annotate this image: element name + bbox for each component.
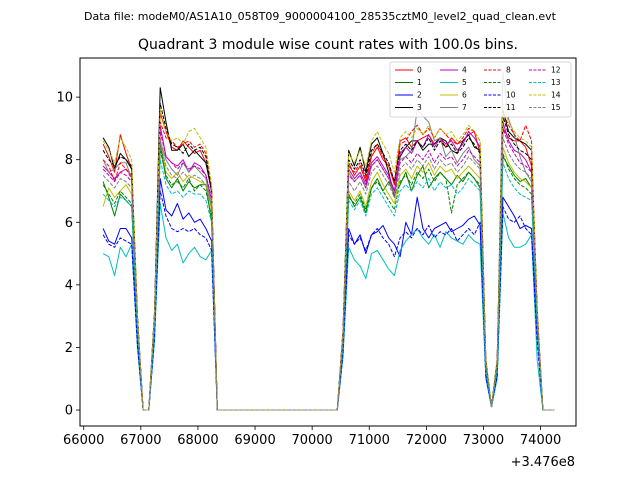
legend-label-7: 7 xyxy=(462,103,467,112)
legend-label-15: 15 xyxy=(551,103,561,112)
legend-label-12: 12 xyxy=(551,66,561,75)
y-tick-label: 8 xyxy=(65,153,73,168)
series-line-13 xyxy=(102,159,555,411)
y-tick-label: 0 xyxy=(65,404,73,419)
x-tick-label: 72000 xyxy=(406,433,447,448)
legend-box xyxy=(389,61,572,118)
x-tick-label: 73000 xyxy=(463,433,504,448)
x-tick-label: 70000 xyxy=(291,433,332,448)
series-group xyxy=(102,71,555,411)
legend-label-0: 0 xyxy=(417,66,422,75)
x-tick-label: 69000 xyxy=(234,433,275,448)
suptitle: Data file: modeM0/AS1A10_058T09_90000041… xyxy=(84,10,557,23)
x-tick-label: 68000 xyxy=(177,433,218,448)
legend-label-4: 4 xyxy=(462,66,467,75)
chart-title: Quadrant 3 module wise count rates with … xyxy=(138,37,518,53)
y-tick-label: 6 xyxy=(65,216,73,231)
series-line-15 xyxy=(102,137,555,411)
plot-area xyxy=(79,57,577,427)
x-axis: 66000 67000 68000 69000 70000 71000 72000 73000… xyxy=(63,426,561,448)
x-offset-label: +3.476e8 xyxy=(511,455,575,470)
legend-label-8: 8 xyxy=(506,66,511,75)
y-axis: 0 2 4 6 8 10 xyxy=(56,91,80,419)
legend-label-5: 5 xyxy=(462,78,467,87)
legend-label-1: 1 xyxy=(417,78,422,87)
legend-label-13: 13 xyxy=(551,78,561,87)
axes-frame xyxy=(79,57,577,427)
x-tick-label: 74000 xyxy=(520,433,561,448)
y-tick-label: 2 xyxy=(65,341,73,356)
y-tick-label: 4 xyxy=(65,278,73,293)
legend-label-11: 11 xyxy=(506,103,516,112)
legend-label-14: 14 xyxy=(551,91,561,100)
x-tick-label: 67000 xyxy=(120,433,161,448)
legend-label-10: 10 xyxy=(506,91,516,100)
legend-label-6: 6 xyxy=(462,91,467,100)
x-tick-label: 71000 xyxy=(349,433,390,448)
y-tick-label: 10 xyxy=(56,91,73,106)
legend-label-9: 9 xyxy=(506,78,511,87)
legend-label-3: 3 xyxy=(417,103,422,112)
legend-label-2: 2 xyxy=(417,91,422,100)
series-line-14 xyxy=(102,102,555,411)
x-tick-label: 66000 xyxy=(63,433,104,448)
